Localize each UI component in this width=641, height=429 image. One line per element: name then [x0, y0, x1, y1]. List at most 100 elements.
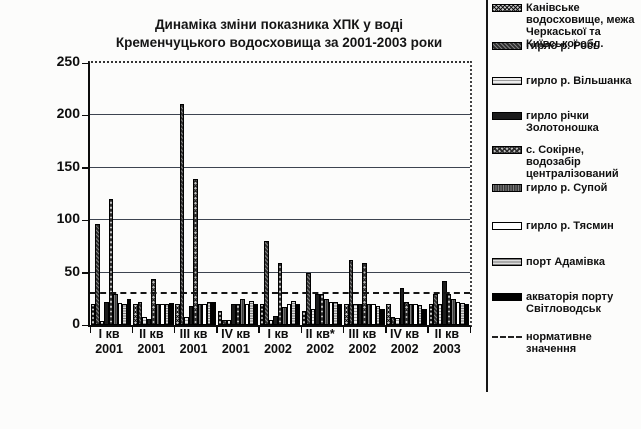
y-axis-tick: [82, 219, 88, 222]
bar: [273, 315, 278, 325]
x-axis-tick: [258, 327, 260, 333]
bar: [104, 301, 109, 325]
bar: [357, 304, 363, 325]
bar: [99, 320, 105, 325]
bar: [108, 199, 114, 325]
bar: [295, 304, 301, 325]
bar: [146, 318, 152, 325]
bar: [353, 304, 358, 325]
bar-group: [259, 63, 301, 325]
bar: [244, 304, 250, 325]
bar: [422, 309, 427, 325]
bar: [184, 316, 189, 325]
bar: [301, 311, 307, 325]
x-axis-label-year: 2002: [264, 342, 292, 356]
bar: [386, 304, 391, 325]
legend-label: Канівське водосховище, межа Черкаської т…: [526, 2, 635, 50]
chart-title-line1: Динаміка зміни показника ХПК у воді: [154, 17, 404, 32]
x-axis-tick: [300, 327, 303, 333]
x-axis-label-year: 2002: [306, 342, 335, 356]
bar: [249, 300, 254, 325]
chart-title: Динаміка зміни показника ХПК у воді Крем…: [88, 16, 470, 51]
bar: [164, 304, 170, 325]
y-axis-label: 100: [56, 210, 80, 227]
bar: [197, 304, 203, 325]
x-axis-label-quarter: I кв: [267, 327, 289, 341]
bar-group: [90, 63, 132, 325]
bar: [315, 293, 320, 325]
bar: [193, 179, 198, 325]
legend-item: гирло р. Вільшанка: [492, 75, 638, 87]
bar: [206, 301, 212, 325]
gridline: [90, 219, 470, 221]
bar: [160, 304, 165, 325]
bar: [324, 298, 329, 325]
legend-swatch: [492, 184, 522, 192]
legend-swatch: [492, 146, 522, 154]
bar: [259, 304, 265, 325]
bar: [310, 309, 316, 325]
bar: [328, 301, 334, 325]
bar: [188, 306, 194, 325]
x-axis-label-quarter: III кв: [179, 327, 208, 341]
bar: [291, 300, 296, 325]
bar: [437, 304, 443, 325]
bar: [122, 304, 127, 325]
bar: [286, 304, 292, 325]
gridline: [90, 166, 470, 168]
x-axis-labels: I кв 2001 II кв 2001 III кв 2001 IV кв 2001 I кв…: [88, 327, 468, 357]
plot-area: [82, 61, 472, 333]
bar-group: [386, 63, 428, 325]
bar: [235, 304, 241, 325]
legend-label: гирло річки Золотоношка: [526, 110, 599, 134]
y-axis-tick: [82, 62, 88, 64]
legend-swatch: [492, 258, 522, 266]
y-axis-label: 200: [56, 105, 80, 122]
bar: [408, 304, 414, 325]
bar: [442, 280, 447, 325]
bar: [337, 304, 343, 325]
bar: [455, 301, 461, 325]
bar: [202, 304, 207, 325]
x-axis-tick: [469, 327, 471, 333]
x-axis-label-year: 2002: [390, 342, 419, 356]
bar: [371, 304, 376, 325]
bar-group: [217, 63, 259, 325]
bar: [95, 224, 100, 325]
x-axis-label-quarter: II кв*: [305, 327, 335, 341]
bar-group: [343, 63, 385, 325]
legend-item: Канівське водосховище, межа Черкаської т…: [492, 2, 638, 50]
x-axis-label: IV кв 2002: [384, 327, 426, 357]
bar: [319, 293, 325, 325]
x-axis-label: III кв 2001: [172, 327, 214, 357]
x-axis-tick: [427, 327, 429, 333]
legend-swatch: [492, 4, 522, 12]
x-axis-tick: [173, 327, 176, 333]
bar: [264, 241, 269, 325]
x-axis-tick: [131, 327, 134, 333]
x-axis-label: I кв 2001: [88, 327, 130, 357]
x-axis-tick: [342, 327, 345, 333]
bar: [137, 301, 143, 325]
bar: [375, 306, 381, 325]
bar: [404, 301, 409, 325]
bar: [306, 272, 311, 325]
x-axis-tick: [89, 327, 91, 333]
x-axis-label-quarter: II кв: [139, 327, 164, 341]
x-axis-label-year: 2001: [221, 342, 250, 356]
gridline: [90, 114, 470, 116]
bar-groups: [90, 63, 470, 325]
bar: [133, 304, 138, 325]
legend-item: с. Сокірне, водозабір централізований: [492, 144, 638, 180]
bar: [362, 263, 367, 325]
bar: [231, 304, 236, 325]
legend-swatch: [492, 222, 522, 230]
bar: [413, 304, 418, 325]
bar: [142, 316, 147, 325]
bar: [151, 278, 156, 325]
legend-item: акваторія порту Світловодськ: [492, 291, 638, 315]
legend-label: гирло р. Вільшанка: [526, 75, 632, 87]
bar: [117, 303, 123, 325]
x-axis-tick: [385, 327, 387, 333]
